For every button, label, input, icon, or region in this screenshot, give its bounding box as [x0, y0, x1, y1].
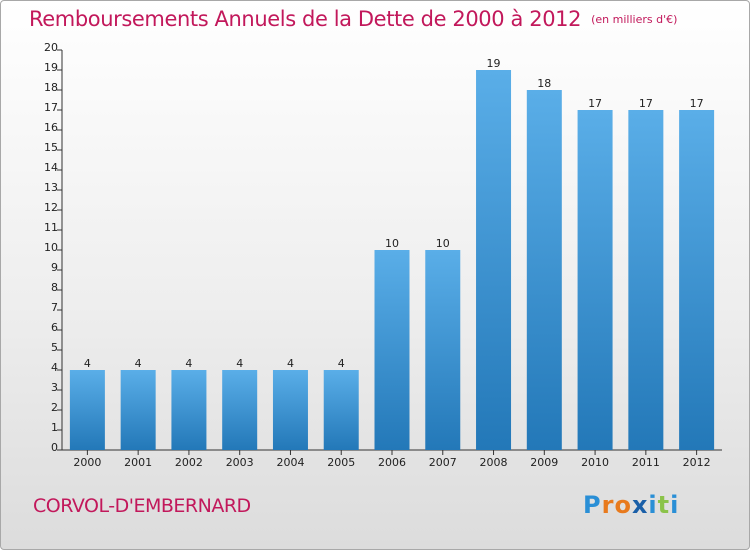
logo-letter: P	[583, 491, 602, 519]
x-tick-label: 2011	[632, 456, 660, 469]
chart-subtitle: (en milliers d'€)	[591, 13, 678, 26]
y-tick-label: 1	[51, 421, 58, 434]
bar	[476, 70, 512, 450]
data-label: 4	[338, 357, 345, 370]
data-label: 10	[436, 237, 450, 250]
x-tick-label: 2012	[683, 456, 711, 469]
data-label: 17	[690, 97, 704, 110]
x-tick-label: 2002	[175, 456, 203, 469]
data-labels: 4 4 4 4 4 4 10 10 19 18 17 17 17	[84, 57, 704, 370]
y-tick-label: 16	[44, 121, 58, 134]
bar	[272, 370, 308, 450]
bar	[374, 250, 410, 450]
y-tick-label: 7	[51, 301, 58, 314]
y-tick-label: 15	[44, 141, 58, 154]
data-label: 17	[639, 97, 653, 110]
y-tick-label: 18	[44, 81, 58, 94]
x-tick-label: 2007	[429, 456, 457, 469]
y-tick-label: 3	[51, 381, 58, 394]
y-tick-label: 17	[44, 101, 58, 114]
y-tick-label: 6	[51, 321, 58, 334]
bar	[679, 110, 715, 450]
y-tick-label: 19	[44, 61, 58, 74]
logo-letter: r	[601, 491, 615, 519]
y-tick-label: 8	[51, 281, 58, 294]
commune-name: CORVOL-D'EMBERNARD	[33, 495, 251, 517]
y-tick-label: 20	[44, 41, 58, 54]
bar	[577, 110, 613, 450]
x-tick-label: 2003	[226, 456, 254, 469]
logo-letter: x	[631, 491, 649, 519]
data-label: 17	[588, 97, 602, 110]
bar	[120, 370, 156, 450]
logo-letter: o	[614, 491, 632, 519]
data-label: 4	[84, 357, 91, 370]
y-tick-label: 0	[51, 441, 58, 454]
bar	[323, 370, 359, 450]
x-tick-label: 2008	[480, 456, 508, 469]
x-tick-label: 2005	[327, 456, 355, 469]
bar	[222, 370, 258, 450]
bar	[171, 370, 207, 450]
x-tick-label: 2006	[378, 456, 406, 469]
x-tick-label: 2000	[73, 456, 101, 469]
y-tick-label: 13	[44, 181, 58, 194]
data-label: 18	[537, 77, 551, 90]
bars	[69, 70, 715, 450]
x-tick-label: 2009	[530, 456, 558, 469]
x-tick-label: 2010	[581, 456, 609, 469]
y-tick-label: 14	[44, 161, 58, 174]
chart-title-block: Remboursements Annuels de la Dette de 20…	[29, 7, 677, 31]
logo-letter: i	[670, 491, 680, 519]
bar	[69, 370, 105, 450]
x-tick-label: 2004	[276, 456, 304, 469]
y-tick-label: 11	[44, 221, 58, 234]
logo-letter: i	[648, 491, 658, 519]
data-label: 4	[135, 357, 142, 370]
logo-letter: t	[657, 491, 671, 519]
chart-title: Remboursements Annuels de la Dette de 20…	[29, 7, 582, 31]
data-label: 4	[287, 357, 294, 370]
bar	[425, 250, 461, 450]
y-tick-label: 10	[44, 241, 58, 254]
y-tick-label: 2	[51, 401, 58, 414]
y-tick-label: 4	[51, 361, 58, 374]
x-tick-label: 2001	[124, 456, 152, 469]
data-label: 4	[236, 357, 243, 370]
data-label: 19	[487, 57, 501, 70]
data-label: 10	[385, 237, 399, 250]
y-tick-label: 5	[51, 341, 58, 354]
y-tick-label: 12	[44, 201, 58, 214]
proxiti-logo: Proxiti	[583, 491, 679, 519]
data-label: 4	[185, 357, 192, 370]
bar	[628, 110, 664, 450]
y-tick-label: 9	[51, 261, 58, 274]
bar	[526, 90, 562, 450]
